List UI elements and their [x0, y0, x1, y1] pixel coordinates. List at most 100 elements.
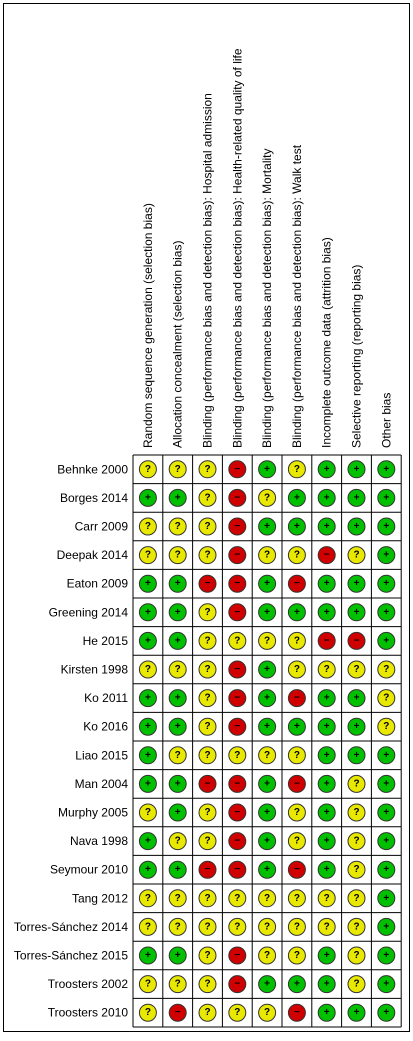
judgment-symbol: −: [234, 836, 240, 847]
judgment-symbol: +: [294, 607, 300, 618]
judgment-circle: [287, 832, 306, 851]
judgment-symbol: +: [264, 578, 270, 589]
judgment-circle: [258, 460, 277, 479]
judgment-circle: [198, 488, 217, 507]
judgment-symbol: +: [324, 521, 330, 532]
study-label: Torres-Sánchez 2015: [14, 949, 128, 963]
judgment-symbol: ?: [204, 807, 210, 818]
judgment-symbol: +: [383, 464, 389, 475]
judgment-circle: [228, 460, 247, 479]
judgment-circle: [138, 574, 157, 593]
judgment-circle: [287, 460, 306, 479]
study-label: Behnke 2000: [57, 462, 128, 476]
judgment-symbol: −: [234, 950, 240, 961]
judgment-symbol: ?: [204, 1007, 210, 1018]
judgment-symbol: ?: [204, 607, 210, 618]
judgment-circle: [317, 889, 336, 908]
judgment-circle: [228, 488, 247, 507]
judgment-symbol: +: [383, 807, 389, 818]
judgment-circle: [228, 832, 247, 851]
judgment-circle: [317, 860, 336, 879]
judgment-circle: [168, 689, 187, 708]
judgment-symbol: ?: [175, 664, 181, 675]
judgment-circle: [377, 889, 396, 908]
judgment-circle: [287, 546, 306, 565]
judgment-circle: [347, 574, 366, 593]
judgment-circle: [287, 1003, 306, 1022]
judgment-symbol: +: [383, 893, 389, 904]
judgment-circle: [347, 860, 366, 879]
judgment-symbol: ?: [234, 893, 240, 904]
study-label: Kirsten 1998: [61, 663, 129, 677]
judgment-circle: [198, 546, 217, 565]
judgment-symbol: ?: [294, 807, 300, 818]
judgment-symbol: +: [383, 1007, 389, 1018]
judgment-circle: [287, 975, 306, 994]
judgment-symbol: ?: [234, 921, 240, 932]
judgment-circle: [258, 689, 277, 708]
judgment-symbol: −: [324, 550, 330, 561]
judgment-circle: [258, 746, 277, 765]
judgment-circle: [347, 689, 366, 708]
judgment-circle: [168, 746, 187, 765]
judgment-circle: [198, 975, 217, 994]
judgment-symbol: +: [383, 492, 389, 503]
judgment-circle: [287, 660, 306, 679]
judgment-circle: [168, 832, 187, 851]
judgment-circle: [317, 1003, 336, 1022]
judgment-circle: [138, 975, 157, 994]
judgment-symbol: +: [264, 807, 270, 818]
judgment-circle: [347, 746, 366, 765]
judgment-symbol: −: [234, 864, 240, 875]
judgment-symbol: ?: [294, 635, 300, 646]
judgment-symbol: ?: [175, 550, 181, 561]
judgment-circle: [168, 946, 187, 965]
judgment-symbol: +: [145, 578, 151, 589]
judgment-symbol: +: [175, 607, 181, 618]
judgment-circle: [198, 803, 217, 822]
judgment-symbol: −: [205, 578, 211, 589]
judgment-circle: [287, 889, 306, 908]
judgment-circle: [228, 546, 247, 565]
judgment-symbol: ?: [383, 693, 389, 704]
judgment-symbol: ?: [324, 921, 330, 932]
judgment-symbol: −: [294, 578, 300, 589]
judgment-circle: [347, 631, 366, 650]
judgment-symbol: +: [324, 836, 330, 847]
judgment-symbol: +: [383, 635, 389, 646]
judgment-circle: [228, 517, 247, 536]
judgment-symbol: +: [324, 979, 330, 990]
judgment-circle: [258, 603, 277, 622]
judgment-symbol: −: [294, 778, 300, 789]
column-header: Incomplete outcome data (attrition bias): [320, 237, 334, 448]
judgment-circle: [198, 774, 217, 793]
judgment-circle: [287, 774, 306, 793]
judgment-symbol: +: [324, 750, 330, 761]
judgment-circle: [258, 917, 277, 936]
judgment-circle: [377, 488, 396, 507]
judgment-symbol: ?: [264, 893, 270, 904]
judgment-circle: [168, 975, 187, 994]
judgment-symbol: +: [354, 1007, 360, 1018]
study-label: Man 2004: [75, 777, 129, 791]
judgment-symbol: +: [264, 607, 270, 618]
judgment-symbol: +: [264, 778, 270, 789]
judgment-symbol: +: [354, 464, 360, 475]
judgment-symbol: +: [175, 864, 181, 875]
judgment-symbol: ?: [145, 979, 151, 990]
study-label: Tang 2012: [72, 891, 128, 905]
judgment-symbol: +: [383, 750, 389, 761]
judgment-circle: [377, 631, 396, 650]
judgment-circle: [377, 517, 396, 536]
judgment-symbol: +: [175, 635, 181, 646]
judgment-circle: [317, 832, 336, 851]
judgment-circle: [317, 603, 336, 622]
judgment-symbol: +: [145, 721, 151, 732]
judgment-circle: [347, 917, 366, 936]
judgment-circle: [317, 946, 336, 965]
judgment-symbol: ?: [353, 979, 359, 990]
judgment-symbol: +: [145, 635, 151, 646]
judgment-circle: [258, 488, 277, 507]
judgment-circle: [287, 946, 306, 965]
judgment-circle: [138, 889, 157, 908]
